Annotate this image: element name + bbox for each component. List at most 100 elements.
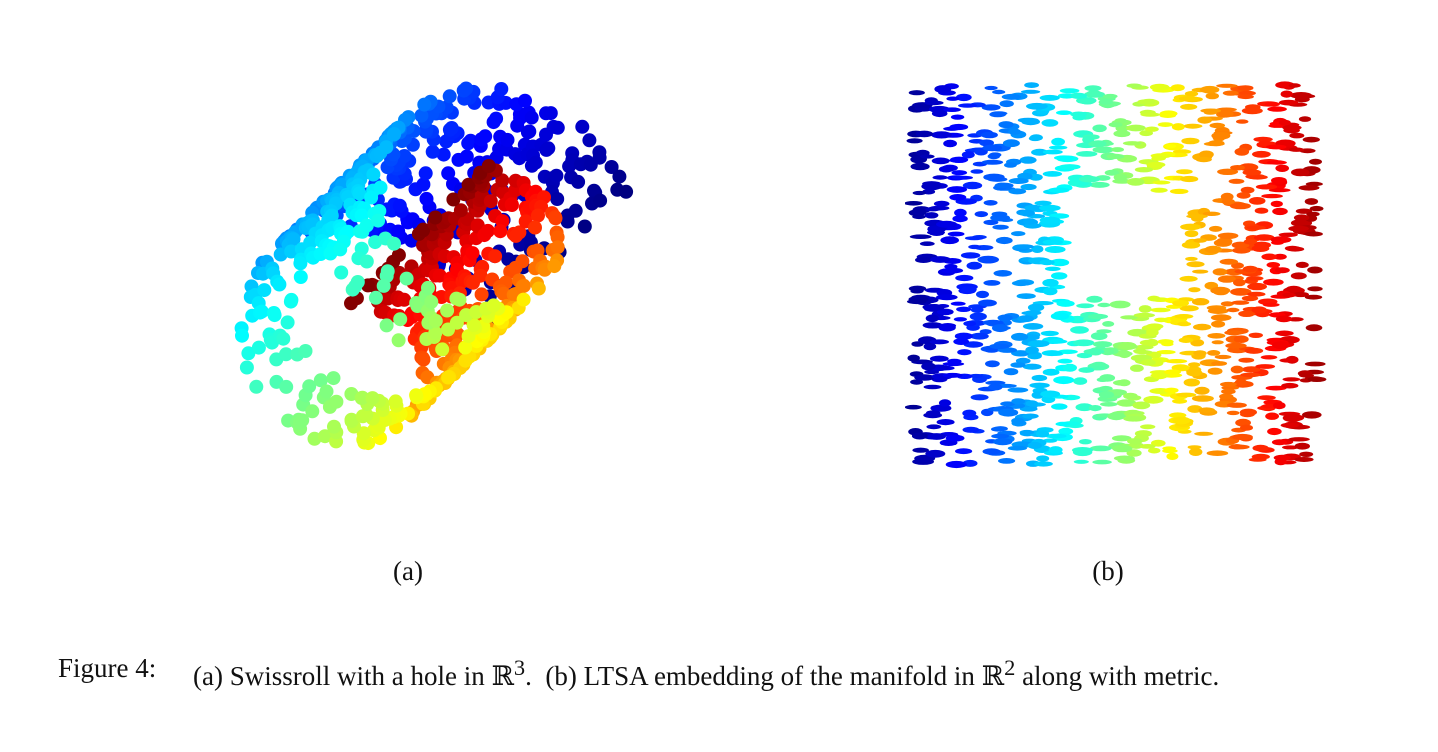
swissroll-point bbox=[326, 371, 341, 386]
embedding-point bbox=[1096, 329, 1112, 334]
embedding-point bbox=[1171, 123, 1185, 131]
swissroll-point bbox=[425, 144, 440, 159]
swissroll-point bbox=[284, 244, 299, 259]
embedding-point bbox=[931, 131, 952, 139]
embedding-point bbox=[950, 114, 965, 120]
embedding-point bbox=[1059, 164, 1081, 170]
embedding-point bbox=[939, 323, 957, 329]
embedding-point bbox=[1184, 230, 1199, 238]
embedding-point bbox=[1087, 313, 1109, 320]
embedding-point bbox=[1217, 275, 1236, 283]
embedding-point bbox=[955, 93, 972, 102]
embedding-point bbox=[1176, 392, 1197, 398]
embedding-point bbox=[1139, 444, 1156, 449]
embedding-point bbox=[912, 190, 927, 196]
swissroll-point bbox=[560, 214, 575, 229]
embedding-point bbox=[1022, 363, 1042, 370]
embedding-point bbox=[988, 384, 1003, 391]
embedding-point bbox=[1123, 416, 1143, 422]
embedding-point bbox=[938, 165, 954, 173]
embedding-point bbox=[1011, 231, 1026, 237]
caption-a-marker: (a) bbox=[193, 661, 223, 691]
embedding-point bbox=[922, 322, 943, 329]
embedding-point bbox=[1072, 114, 1086, 121]
embedding-point bbox=[983, 200, 998, 206]
embedding-point bbox=[1230, 288, 1252, 296]
embedding-point bbox=[1181, 241, 1201, 249]
embedding-point bbox=[1031, 374, 1048, 382]
embedding-point bbox=[919, 154, 935, 159]
embedding-point bbox=[962, 409, 977, 417]
embedding-point bbox=[1132, 401, 1151, 410]
embedding-point bbox=[970, 306, 984, 313]
embedding-point bbox=[1027, 353, 1042, 360]
embedding-point bbox=[1164, 144, 1177, 149]
embedding-point bbox=[997, 314, 1013, 322]
embedding-point bbox=[1292, 291, 1309, 298]
swissroll-point bbox=[388, 394, 403, 409]
embedding-point bbox=[1008, 128, 1021, 135]
swissroll-point bbox=[441, 370, 456, 385]
embedding-point bbox=[983, 173, 1005, 181]
embedding-point bbox=[1150, 187, 1168, 193]
embedding-point bbox=[1016, 293, 1036, 299]
swissroll-point bbox=[327, 419, 341, 434]
embedding-point bbox=[993, 438, 1013, 446]
embedding-point bbox=[1236, 119, 1249, 124]
swissroll-point bbox=[392, 198, 407, 213]
embedding-point bbox=[1284, 245, 1301, 252]
embedding-point bbox=[982, 448, 1001, 455]
embedding-point bbox=[958, 103, 977, 108]
embedding-point bbox=[985, 360, 1000, 368]
embedding-point bbox=[924, 100, 944, 106]
embedding-point bbox=[1024, 204, 1043, 212]
embedding-point bbox=[1019, 429, 1035, 435]
swissroll-point bbox=[365, 391, 380, 406]
embedding-point bbox=[957, 349, 972, 356]
embedding-point bbox=[1106, 153, 1125, 159]
swissroll-point bbox=[435, 342, 450, 357]
embedding-point bbox=[1188, 287, 1201, 293]
swissroll-point bbox=[273, 247, 288, 262]
embedding-point bbox=[1220, 192, 1234, 201]
swissroll-point bbox=[619, 184, 634, 199]
embedding-point bbox=[1029, 382, 1050, 389]
embedding-point bbox=[910, 379, 924, 385]
embedding-point bbox=[1257, 395, 1276, 401]
embedding-point bbox=[1286, 285, 1302, 293]
embedding-point bbox=[1042, 438, 1058, 443]
embedding-point bbox=[1059, 88, 1080, 94]
panel-a-swissroll-scatter bbox=[170, 25, 670, 535]
embedding-point bbox=[1280, 422, 1300, 428]
embedding-point bbox=[1231, 300, 1250, 305]
embedding-point bbox=[1123, 392, 1138, 400]
embedding-point bbox=[1073, 339, 1095, 347]
embedding-point bbox=[1186, 261, 1205, 268]
swissroll-point bbox=[399, 271, 414, 286]
swissroll-point bbox=[522, 124, 537, 139]
embedding-point bbox=[1042, 368, 1060, 376]
embedding-point bbox=[1179, 95, 1200, 102]
embedding-point bbox=[1194, 431, 1214, 436]
embedding-point bbox=[1092, 124, 1107, 133]
embedding-point bbox=[1041, 350, 1063, 357]
embedding-point bbox=[1210, 314, 1232, 321]
embedding-point bbox=[946, 96, 960, 101]
swissroll-point bbox=[350, 275, 365, 289]
embedding-point bbox=[992, 224, 1009, 230]
embedding-point bbox=[984, 85, 998, 91]
embedding-point bbox=[961, 151, 975, 159]
swissroll-point bbox=[235, 328, 249, 343]
embedding-point bbox=[1211, 131, 1231, 140]
embedding-point bbox=[1241, 366, 1261, 373]
embedding-point bbox=[1023, 218, 1037, 225]
swissroll-point bbox=[373, 180, 388, 195]
swissroll-point bbox=[379, 140, 394, 155]
embedding-point bbox=[949, 194, 967, 201]
embedding-point bbox=[964, 236, 984, 241]
embedding-point bbox=[963, 320, 977, 327]
swissroll-point bbox=[531, 208, 545, 223]
embedding-point bbox=[1200, 85, 1220, 94]
swissroll-point bbox=[254, 304, 269, 319]
swissroll-point bbox=[440, 303, 455, 318]
